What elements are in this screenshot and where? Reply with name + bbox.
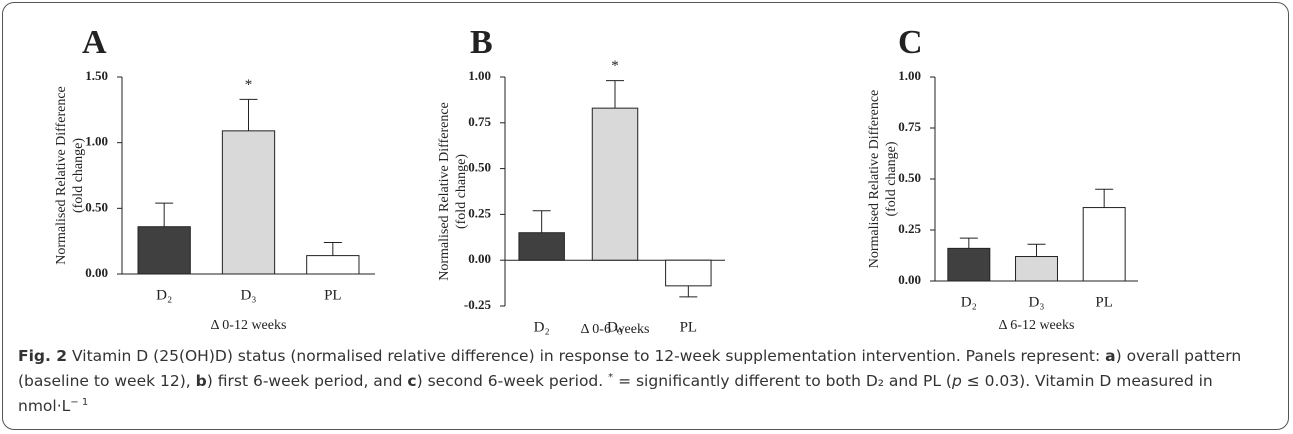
- y-tick-label: 0.75: [468, 114, 491, 129]
- y-tick-label: 0.50: [468, 160, 491, 175]
- significance-marker: *: [611, 58, 619, 74]
- error-bar: [323, 241, 342, 256]
- error-bar: [155, 202, 174, 227]
- x-tick-label: D₂: [961, 294, 977, 310]
- y-axis-label: Normalised Relative Difference: [437, 102, 452, 281]
- x-tick-label: PL: [1095, 294, 1113, 310]
- panel-label: B: [470, 24, 493, 61]
- x-axis-label: Δ 0-12 weeks: [211, 318, 287, 333]
- y-axis-label: Normalised Relative Difference: [54, 86, 69, 265]
- y-tick-label: 0.50: [898, 170, 921, 185]
- error-bar: [1027, 243, 1046, 257]
- bar: [306, 255, 360, 275]
- caption-text: = significantly different to both D₂ and…: [613, 372, 952, 391]
- y-tick-label: 0.00: [468, 251, 491, 266]
- bar: [221, 130, 276, 275]
- error-bar: [679, 285, 698, 298]
- y-tick-label: 0.75: [898, 119, 921, 134]
- caption-text: p: [951, 372, 962, 391]
- error-bar: [239, 98, 258, 131]
- caption: Fig. 2 Vitamin D (25(OH)D) status (norma…: [18, 345, 1268, 417]
- bar: [1082, 207, 1126, 282]
- caption-text: ) overall pattern (baseline to week 12),: [18, 347, 1242, 391]
- y-tick-label: 0.00: [85, 265, 108, 280]
- bar: [518, 232, 565, 261]
- x-tick-label: D₃: [607, 319, 623, 335]
- y-tick-label: 0.50: [85, 199, 108, 214]
- y-tick-label: -0.25: [464, 297, 492, 312]
- x-axis-label: Δ 6-12 weeks: [999, 318, 1075, 333]
- error-bar: [1095, 188, 1114, 208]
- y-axis-label: Normalised Relative Difference: [867, 90, 882, 269]
- caption-text: Vitamin D (25(OH)D) status (normalised r…: [67, 347, 1106, 365]
- error-bar: [606, 80, 624, 109]
- error-bar: [959, 237, 978, 249]
- y-tick-label: 1.00: [468, 68, 491, 83]
- bar: [947, 247, 991, 282]
- caption-text: *: [608, 372, 614, 383]
- caption-text: c: [407, 372, 417, 391]
- y-tick-label: 1.00: [85, 134, 108, 149]
- x-tick-label: D₂: [534, 319, 550, 335]
- x-tick-label: PL: [680, 319, 698, 335]
- significance-marker: *: [245, 77, 253, 93]
- panel-label: C: [898, 24, 923, 61]
- panel-label: A: [82, 24, 107, 61]
- x-tick-label: PL: [324, 287, 342, 303]
- y-tick-label: 1.00: [898, 68, 921, 83]
- error-bar: [532, 210, 551, 233]
- y-axis-label: (fold change): [71, 138, 86, 213]
- caption-text: ≤ 0.03). Vitamin D measured in nmol·L: [18, 372, 1213, 416]
- x-axis-label: Δ 0-6 weeks: [581, 322, 650, 337]
- x-tick-label: D₃: [1028, 294, 1044, 310]
- bar: [665, 259, 712, 287]
- bar: [1015, 256, 1058, 282]
- x-tick-label: D₃: [240, 287, 256, 303]
- y-tick-label: 1.50: [85, 68, 108, 83]
- caption-text: b: [195, 372, 207, 391]
- caption-text: Fig. 2: [18, 347, 68, 365]
- y-axis-label: (fold change): [454, 154, 469, 229]
- caption-text: ) first 6-week period, and: [206, 372, 408, 391]
- caption-text: ) second 6-week period.: [416, 372, 609, 391]
- caption-text: − 1: [70, 397, 89, 409]
- y-tick-label: 0.25: [468, 205, 491, 220]
- x-tick-label: D₂: [156, 287, 172, 303]
- bar: [591, 107, 639, 261]
- bar: [137, 226, 191, 275]
- y-tick-label: 0.25: [898, 221, 921, 236]
- caption-text: a: [1105, 347, 1116, 365]
- y-axis-label: (fold change): [884, 141, 899, 216]
- y-tick-label: 0.00: [898, 272, 921, 287]
